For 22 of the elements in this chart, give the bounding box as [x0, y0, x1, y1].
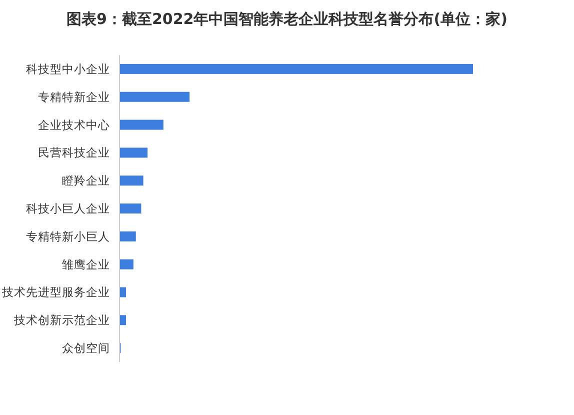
y-tick-label: 技术创新示范企业 — [13, 313, 110, 328]
y-tick-label: 专精特新企业 — [38, 90, 110, 104]
y-tick-label: 科技小巨人企业 — [26, 202, 110, 216]
bar — [120, 315, 126, 326]
bar — [120, 204, 142, 214]
bar — [120, 259, 134, 270]
y-tick-label: 科技型中小企业 — [26, 62, 110, 76]
y-tick-label: 瞪羚企业 — [62, 174, 110, 188]
y-tick-label: 专精特新小巨人 — [26, 229, 110, 244]
bar — [120, 120, 164, 130]
chart-title: 图表9：截至2022年中国智能养老企业科技型名誉分布(单位：家) — [66, 10, 508, 28]
bar — [120, 231, 136, 242]
y-tick-label: 企业技术中心 — [38, 118, 110, 132]
bar — [120, 176, 144, 186]
y-tick-label: 雏鹰企业 — [62, 257, 110, 272]
bar — [120, 148, 148, 158]
bar — [120, 287, 126, 298]
y-tick-label: 技术先进型服务企业 — [1, 285, 110, 300]
y-tick-label: 众创空间 — [62, 341, 110, 356]
bar — [120, 64, 473, 74]
bar — [120, 92, 190, 102]
y-tick-label: 民营科技企业 — [38, 146, 110, 160]
